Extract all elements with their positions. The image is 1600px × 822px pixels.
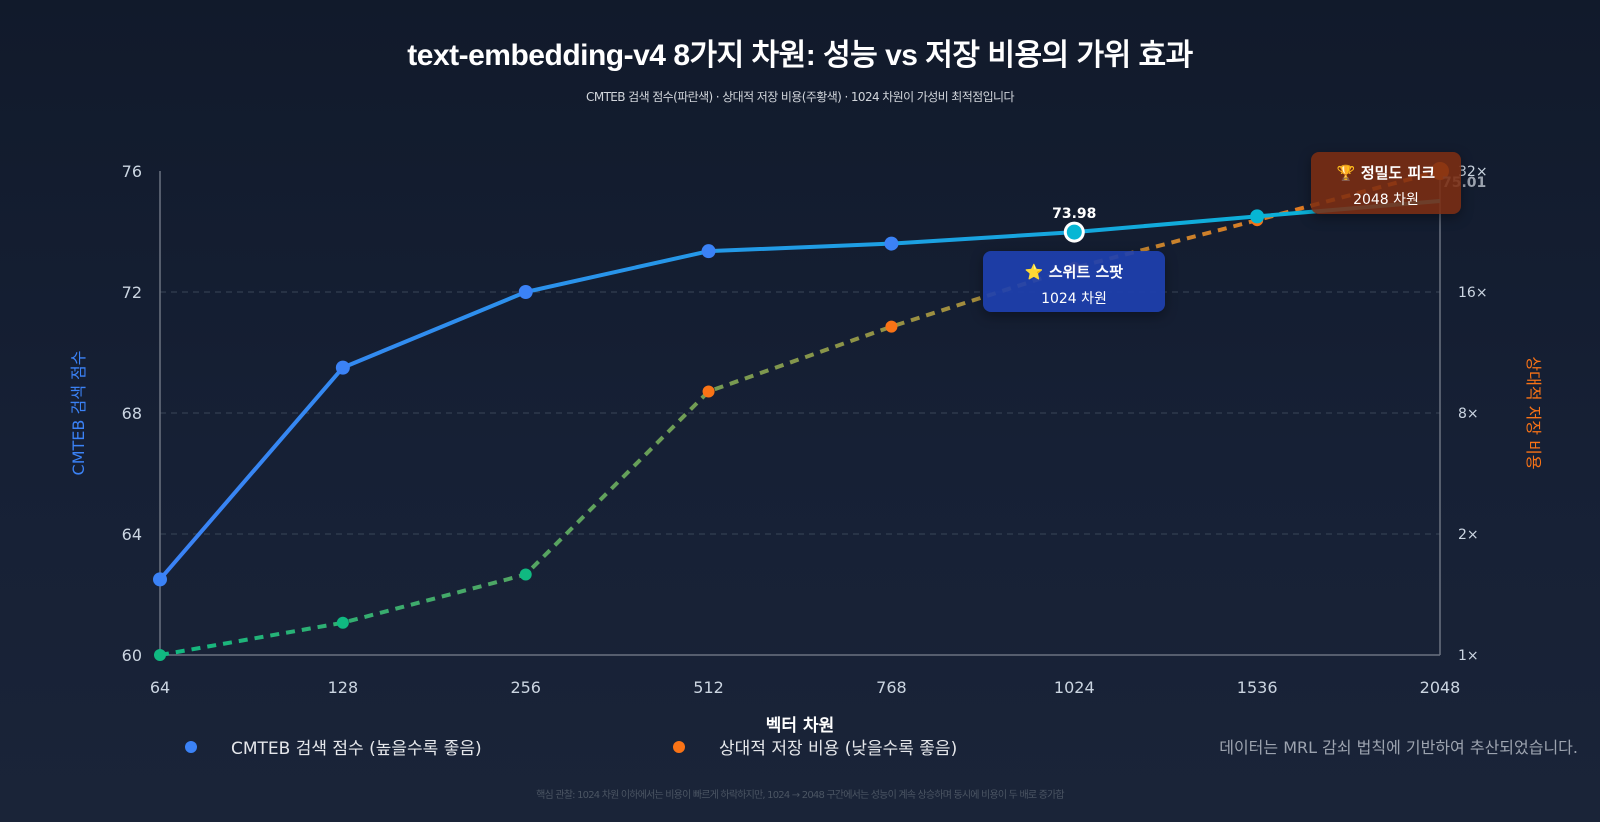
x-tick-label: 768 (876, 678, 907, 697)
y-axis-title: CMTEB 검색 점수 (69, 351, 88, 476)
axis-labels: 60 64 68 72 76 1× 2× 8× 16× 32× 64 128 256 512 768 1024… (69, 162, 1543, 736)
score-point (884, 236, 899, 251)
score-line (158, 198, 1441, 581)
cost-point (336, 616, 349, 629)
star-icon: ⭐ (1024, 263, 1044, 281)
score-point (335, 360, 350, 375)
x-tick-label: 256 (510, 678, 541, 697)
sweet-spot-callout: ⭐ 스위트 스팟 1024 차원 (983, 251, 1165, 312)
y2-tick-label: 2× (1458, 527, 1479, 543)
score-point (701, 244, 716, 259)
y2-tick-label: 32× (1458, 164, 1488, 180)
x-tick-label: 1536 (1237, 678, 1278, 697)
sweet-spot-title: 스위트 스팟 (1048, 263, 1124, 281)
score-point (1250, 209, 1265, 224)
y-tick-label: 64 (122, 525, 142, 544)
highlight-value-label: 73.98 (1052, 206, 1096, 222)
precision-peak-callout: 🏆 정밀도 피크 2048 차원 (1311, 152, 1461, 214)
y-tick-label: 72 (122, 283, 142, 302)
score-highlight-point (1063, 221, 1085, 243)
y-tick-label: 76 (122, 162, 142, 181)
legend-score[interactable]: CMTEB 검색 점수 (높을수록 좋음) (185, 734, 482, 759)
x-tick-label: 1024 (1054, 678, 1095, 697)
x-tick-label: 128 (328, 678, 359, 697)
x-tick-label: 2048 (1420, 678, 1461, 697)
chart-subtitle: CMTEB 검색 점수(파란색) · 상대적 저장 비용(주황색) · 1024… (586, 90, 1015, 104)
y2-tick-label: 1× (1458, 648, 1479, 664)
cost-series (154, 162, 1449, 661)
score-point (518, 285, 533, 299)
legend-cost-label: 상대적 저장 비용 (낮을수록 좋음) (719, 739, 958, 759)
y2-tick-label: 16× (1458, 285, 1488, 301)
legend-cost[interactable]: 상대적 저장 비용 (낮을수록 좋음) (673, 734, 957, 759)
footer-note: 핵심 관찰: 1024 차원 이하에서는 비용이 빠르게 하락하지만, 1024… (536, 790, 1064, 801)
grid-lines (160, 291, 1440, 535)
legend-cost-dot (673, 740, 685, 753)
data-note: 데이터는 MRL 감쇠 법칙에 기반하여 추산되었습니다. (1219, 738, 1578, 757)
legend-score-label: CMTEB 검색 점수 (높을수록 좋음) (231, 739, 482, 759)
y2-axis-title: 상대적 저장 비용 (1524, 356, 1543, 469)
cost-point (702, 385, 715, 398)
cost-point (885, 320, 898, 333)
precision-peak-sub: 2048 차원 (1353, 192, 1419, 208)
y2-tick-label: 8× (1458, 406, 1479, 422)
precision-peak-title: 정밀도 피크 (1360, 164, 1436, 182)
y-tick-label: 60 (122, 646, 142, 665)
x-axis-title: 벡터 차원 (766, 716, 834, 736)
x-tick-label: 64 (150, 678, 170, 697)
score-point (153, 572, 167, 587)
trophy-icon: 🏆 (1336, 164, 1356, 182)
x-tick-label: 512 (693, 678, 724, 697)
legend-score-dot (185, 740, 197, 753)
y-tick-label: 68 (122, 404, 142, 423)
sweet-spot-sub: 1024 차원 (1041, 291, 1107, 307)
cost-point (154, 649, 166, 661)
chart-title: text-embedding-v4 8가지 차원: 성능 vs 저장 비용의 가… (407, 39, 1193, 72)
cost-point (519, 568, 532, 581)
